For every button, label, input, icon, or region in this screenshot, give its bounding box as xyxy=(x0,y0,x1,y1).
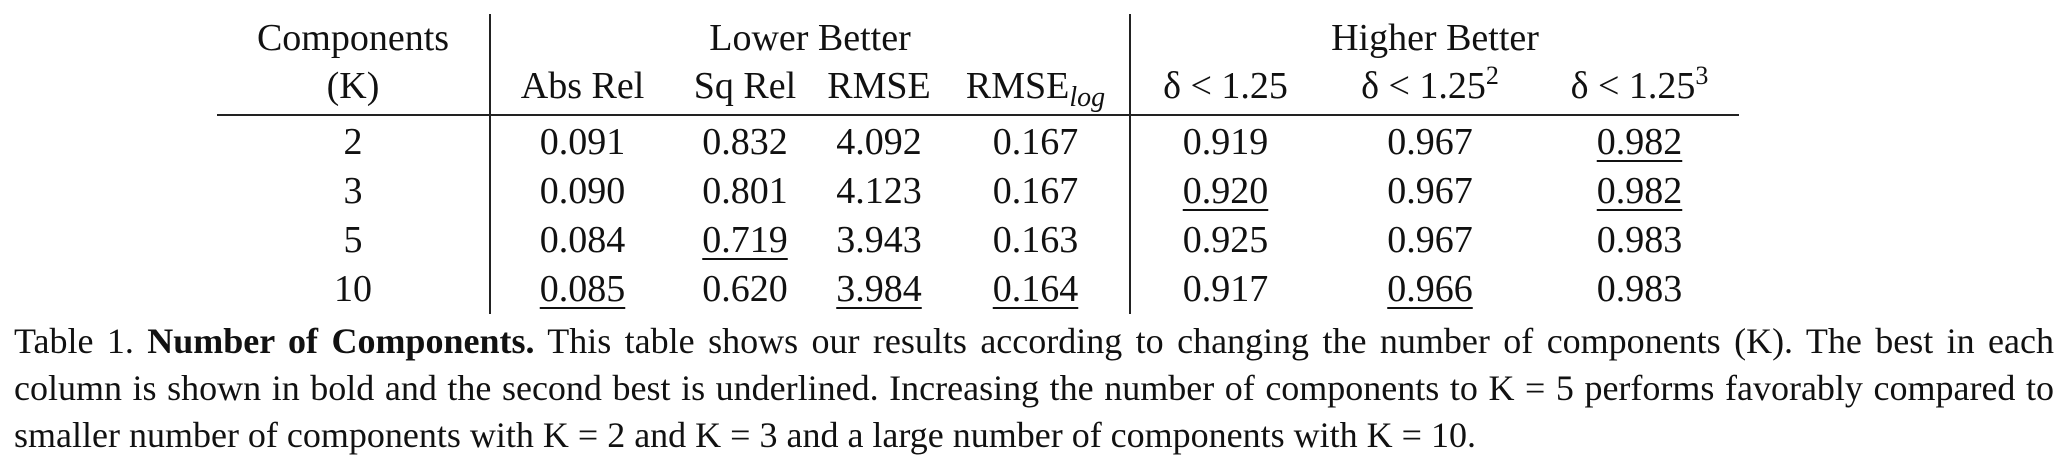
cell-rmse-log: 0.163 xyxy=(942,216,1131,265)
cell-k: 10 xyxy=(217,265,491,314)
cell-delta-3: 0.982 xyxy=(1596,121,1683,163)
cell-rmse-log: 0.164 xyxy=(942,265,1131,314)
col-header-delta-3-base: δ < 1.25 xyxy=(1570,65,1696,107)
table-row: 10 0.085 0.620 3.984 0.164 0.917 0.966 0… xyxy=(217,265,1739,314)
cell-rmse: 4.123 xyxy=(836,170,922,212)
cell-rmse: 4.092 xyxy=(836,121,922,163)
row-header-sub: (K) xyxy=(217,62,491,116)
cell-delta-1: 0.917 xyxy=(1182,268,1269,310)
table-row: 2 0.091 0.832 4.092 0.167 0.919 0.967 0.… xyxy=(217,115,1739,167)
col-header-delta-2-exponent: 2 xyxy=(1485,61,1499,90)
cell-sq-rel: 0.832 xyxy=(702,121,788,163)
cell-k: 5 xyxy=(217,216,491,265)
caption-prefix: Table 1. xyxy=(14,321,148,361)
table-caption: Table 1. Number of Components. This tabl… xyxy=(14,318,2054,459)
cell-abs-rel: 0.091 xyxy=(539,121,626,163)
col-header-rmse-log-subscript: log xyxy=(1069,82,1106,113)
cell-k: 3 xyxy=(217,167,491,216)
cell-delta-3: 0.982 xyxy=(1596,170,1683,212)
cell-sq-rel: 0.620 xyxy=(702,268,788,310)
cell-rmse: 3.943 xyxy=(836,219,922,261)
cell-rmse-log: 0.167 xyxy=(942,167,1131,216)
col-header-delta-2: δ < 1.252 xyxy=(1320,61,1540,116)
row-header-title: Components xyxy=(217,14,491,62)
cell-delta-2: 0.967 xyxy=(1387,219,1473,261)
cell-delta-1: 0.920 xyxy=(1182,170,1269,212)
cell-abs-rel: 0.085 xyxy=(539,268,626,310)
caption-body: This table shows our results according t… xyxy=(14,321,2054,455)
col-header-delta-3: δ < 1.253 xyxy=(1540,61,1739,116)
col-header-abs-rel: Abs Rel xyxy=(490,62,674,116)
results-table: Components Lower Better Higher Better (K… xyxy=(217,14,1739,314)
row-header-sub-text: (K) xyxy=(326,65,380,107)
table-group-header-row: Components Lower Better Higher Better xyxy=(217,14,1739,62)
cell-delta-2: 0.966 xyxy=(1387,268,1473,310)
cell-k: 2 xyxy=(217,115,491,167)
col-header-rmse-log-base: RMSE xyxy=(965,65,1070,107)
cell-delta-1: 0.919 xyxy=(1182,121,1269,163)
col-header-rmse-log: RMSElog xyxy=(942,62,1131,116)
caption-title: Number of Components. xyxy=(147,321,535,361)
cell-delta-3: 0.983 xyxy=(1596,268,1683,310)
table-column-header-row: (K) Abs Rel Sq Rel RMSE RMSElog δ < 1.25… xyxy=(217,61,1739,116)
col-header-sq-rel: Sq Rel xyxy=(674,62,816,116)
group-header-higher-better: Higher Better xyxy=(1331,17,1539,59)
col-header-delta-3-exponent: 3 xyxy=(1695,61,1709,90)
table-row: 3 0.090 0.801 4.123 0.167 0.920 0.967 0.… xyxy=(217,167,1739,216)
col-header-delta-1: δ < 1.25 xyxy=(1130,62,1320,116)
cell-abs-rel: 0.084 xyxy=(539,219,626,261)
table-row: 5 0.084 0.719 3.943 0.163 0.925 0.967 0.… xyxy=(217,216,1739,265)
cell-delta-2: 0.967 xyxy=(1387,121,1473,163)
col-header-rmse: RMSE xyxy=(816,62,942,116)
cell-sq-rel: 0.801 xyxy=(702,170,788,212)
cell-delta-1: 0.925 xyxy=(1182,219,1269,261)
cell-abs-rel: 0.090 xyxy=(539,170,626,212)
cell-delta-3: 0.983 xyxy=(1596,219,1683,261)
cell-sq-rel: 0.719 xyxy=(702,219,788,261)
cell-rmse: 3.984 xyxy=(836,268,922,310)
col-header-delta-2-base: δ < 1.25 xyxy=(1361,65,1486,107)
group-header-lower-better: Lower Better xyxy=(490,14,1131,62)
cell-delta-2: 0.967 xyxy=(1387,170,1473,212)
cell-rmse-log: 0.167 xyxy=(942,115,1131,167)
